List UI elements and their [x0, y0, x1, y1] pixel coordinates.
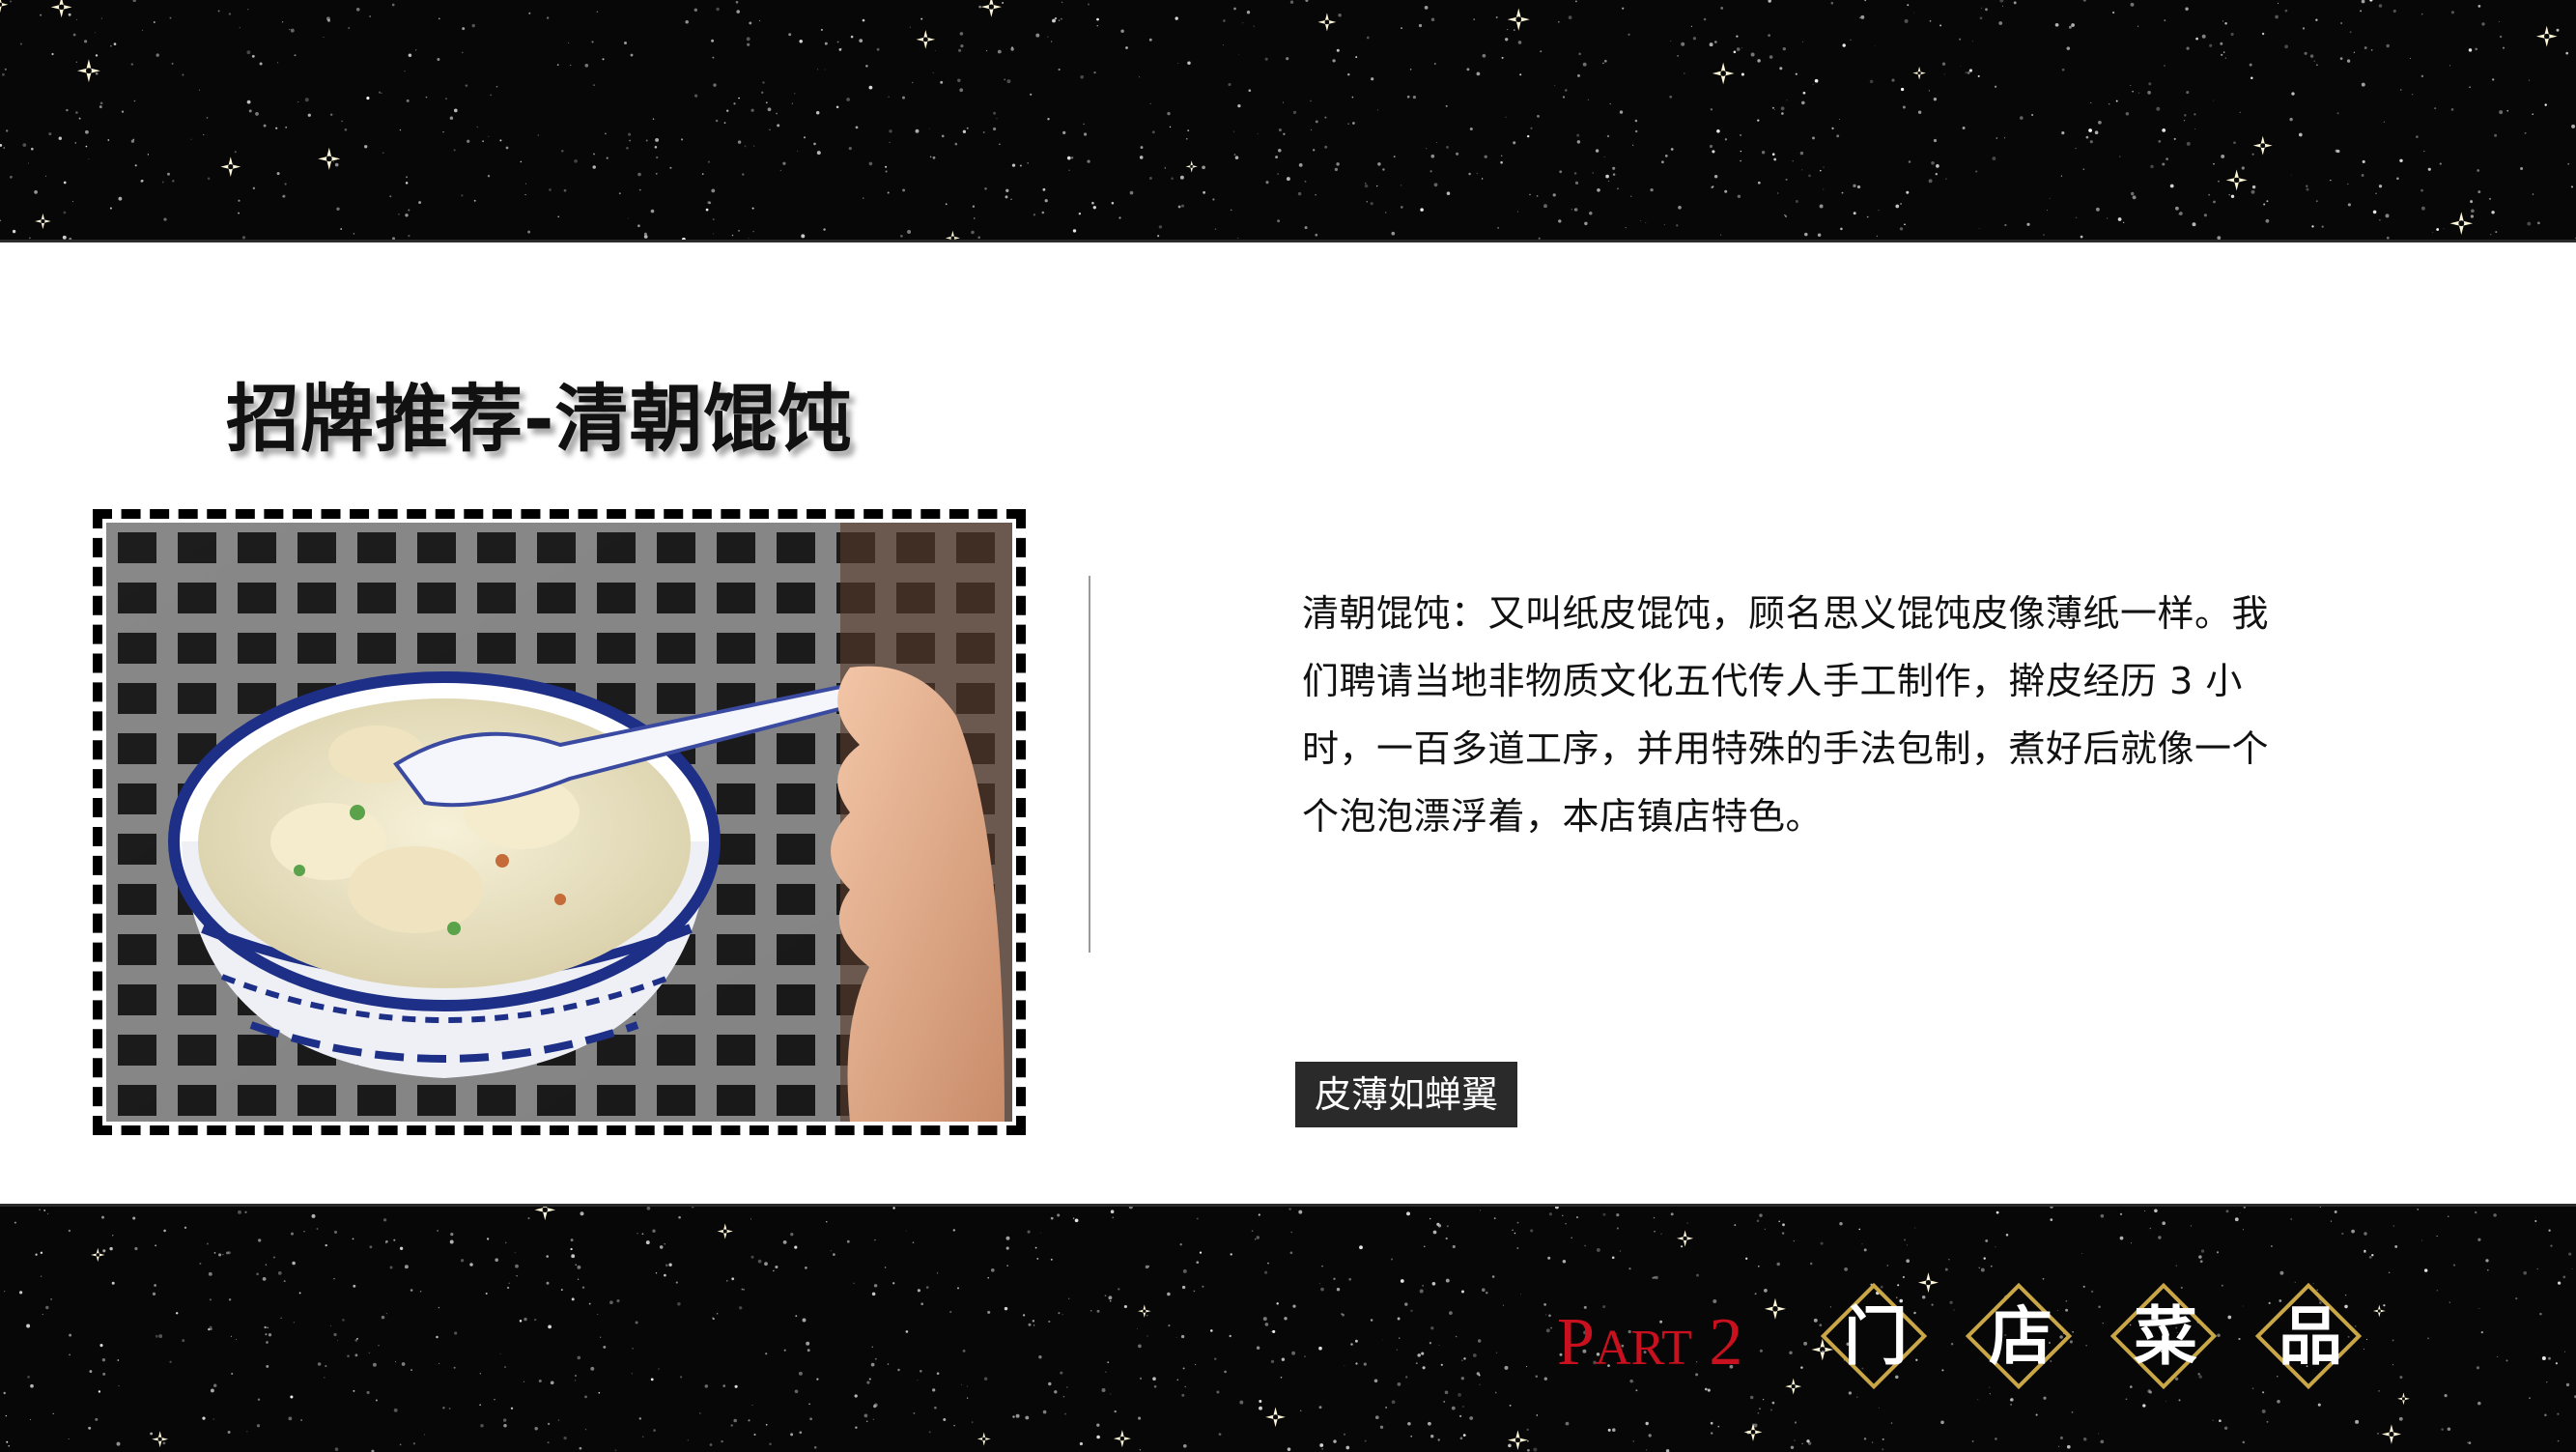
- feature-tag: 皮薄如蝉翼: [1295, 1062, 1518, 1127]
- wonton-photo: [93, 509, 1026, 1135]
- slide-title: 招牌推荐-清朝馄饨: [226, 376, 853, 462]
- section-char-1: 门: [1820, 1282, 1929, 1391]
- starry-footer-band: [0, 1204, 2576, 1452]
- star-field: [0, 0, 2576, 240]
- section-char-text: 店: [1989, 1298, 2052, 1374]
- part-label-initial: P: [1557, 1305, 1595, 1380]
- wonton-bowl-image: [106, 523, 1012, 1122]
- section-char-3: 菜: [2109, 1282, 2219, 1391]
- section-char-text: 门: [1844, 1298, 1908, 1374]
- part-number: 2: [1691, 1305, 1743, 1380]
- part-label: PART 2: [1557, 1304, 1742, 1381]
- vertical-divider: [1089, 576, 1090, 953]
- dish-description: 清朝馄饨：又叫纸皮馄饨，顾名思义馄饨皮像薄纸一样。我们聘请当地非物质文化五代传人…: [1302, 592, 2270, 838]
- section-char-2: 店: [1965, 1282, 2074, 1391]
- section-char-text: 菜: [2134, 1298, 2197, 1374]
- section-char-text: 品: [2279, 1298, 2342, 1374]
- section-char-4: 品: [2254, 1282, 2364, 1391]
- part-label-rest: ART: [1594, 1321, 1692, 1376]
- starry-header-band: [0, 0, 2576, 242]
